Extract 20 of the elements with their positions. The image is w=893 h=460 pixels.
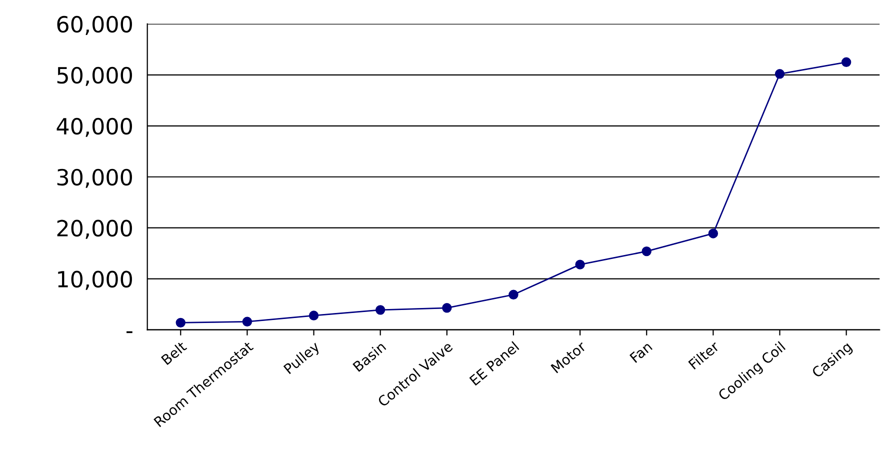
point: [708, 228, 718, 238]
point: [508, 290, 518, 300]
y-tick-label: 40,000: [56, 118, 132, 137]
point: [575, 260, 585, 270]
point: [841, 57, 852, 68]
point: [176, 318, 186, 328]
point: [242, 316, 252, 327]
point: [442, 303, 452, 313]
x-tick-label: Belt: [160, 340, 188, 366]
y-tick-label: 60,000: [57, 16, 132, 35]
point: [774, 69, 785, 79]
y-tick-label: 20,000: [57, 220, 132, 239]
y-tick-label: -: [126, 331, 132, 334]
point: [375, 305, 386, 315]
point: [642, 246, 652, 256]
x-tick-label: Fan: [630, 341, 653, 364]
point: [308, 310, 319, 320]
y-tick-label: 50,000: [57, 66, 132, 86]
y-tick-label: 10,000: [58, 270, 132, 290]
y-tick-label: 30,000: [57, 168, 132, 188]
